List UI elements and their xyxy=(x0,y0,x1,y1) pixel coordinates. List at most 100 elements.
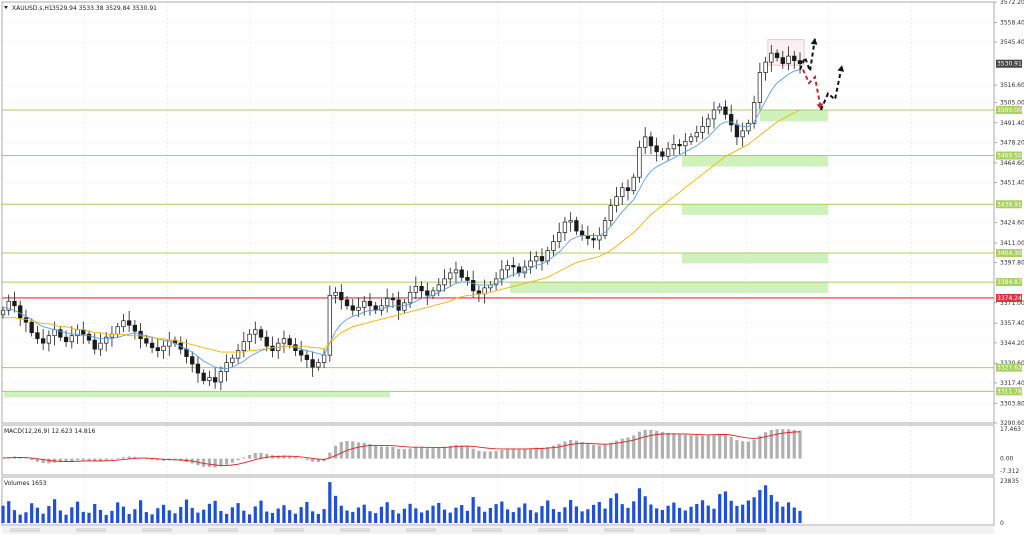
volume-bar xyxy=(75,501,80,523)
volume-bar xyxy=(511,512,515,523)
macd-histogram-bar xyxy=(368,444,372,459)
level-price-tag-bg xyxy=(996,105,1022,114)
volume-bar xyxy=(58,510,62,523)
volume-bar xyxy=(18,514,22,523)
macd-histogram-bar xyxy=(700,435,705,459)
macd-histogram-bar xyxy=(775,429,779,459)
macd-tick-label: 17.463 xyxy=(1000,426,1021,433)
macd-histogram-bar xyxy=(551,445,556,459)
macd-histogram-bar xyxy=(626,437,630,459)
candle-body xyxy=(534,256,539,262)
candle-body xyxy=(304,354,310,360)
volume-bar xyxy=(259,500,263,523)
candle-body xyxy=(126,320,132,326)
time-axis xyxy=(2,526,994,534)
candle-body xyxy=(453,269,459,274)
volume-bar xyxy=(672,502,676,523)
macd-histogram-bar xyxy=(723,434,728,459)
candle-body xyxy=(465,277,470,281)
macd-histogram-bar xyxy=(236,458,240,461)
volume-bar xyxy=(746,500,750,523)
candle-body xyxy=(734,124,740,138)
volume-bar xyxy=(500,501,504,523)
volume-bar xyxy=(752,497,756,523)
time-axis-label-placeholder xyxy=(406,528,436,532)
level-tags: 3500.00 3469.50 3436.91 3404.30 3384.87 3374.… xyxy=(996,59,1022,396)
macd-histogram-bar xyxy=(253,453,257,459)
volume-bar xyxy=(786,502,791,523)
macd-histogram-bar xyxy=(408,448,412,459)
macd-histogram-bar xyxy=(425,448,429,459)
macd-tick-label: 0.00 xyxy=(1000,456,1014,463)
macd-histogram-bar xyxy=(442,446,447,459)
price-tick-label: 3357.40 xyxy=(1000,320,1024,327)
chart-header: XAUUSD.s,H1 3529.94 3533.38 3529.84 3530… xyxy=(4,5,157,12)
candle-body xyxy=(52,329,57,337)
volume-bar xyxy=(305,502,309,523)
candle-body xyxy=(35,332,40,340)
macd-histogram-bar xyxy=(391,446,395,459)
candle-body xyxy=(247,333,252,343)
candle-body xyxy=(0,309,6,316)
candle-body xyxy=(276,342,281,351)
candle-body xyxy=(688,136,694,142)
candle-body xyxy=(711,109,717,120)
volume-bar xyxy=(184,499,189,523)
volume-bar xyxy=(391,509,395,523)
candle-body xyxy=(539,256,545,262)
fast-moving-average-line xyxy=(2,69,801,370)
volume-bar xyxy=(637,488,642,523)
time-axis-label-placeholder xyxy=(340,528,370,532)
macd-histogram-bar xyxy=(609,442,613,459)
volume-bar xyxy=(540,506,544,523)
candle-body xyxy=(723,106,728,115)
candle-body xyxy=(482,287,487,295)
collapse-icon[interactable] xyxy=(4,6,8,9)
candle-body xyxy=(436,284,441,292)
candle-body xyxy=(115,326,120,335)
volume-bar xyxy=(471,497,475,523)
time-axis-label-placeholder xyxy=(604,528,634,532)
volume-tick-label: 0 xyxy=(1000,520,1004,527)
volume-bar xyxy=(557,511,561,523)
candle-body xyxy=(281,338,287,344)
volume-bar xyxy=(219,511,223,523)
candle-body xyxy=(213,377,218,383)
forecast-arrows xyxy=(799,38,845,111)
macd-histogram-bar xyxy=(729,436,733,459)
support-zone xyxy=(682,253,828,264)
volume-bar xyxy=(213,500,217,523)
volume-bar xyxy=(700,500,705,523)
volume-bar xyxy=(586,509,590,523)
candle-body xyxy=(287,338,292,346)
volume-bar xyxy=(689,506,693,523)
macd-histogram-bar xyxy=(247,455,252,459)
candle-body xyxy=(425,290,430,296)
candle-body xyxy=(413,286,418,293)
macd-histogram-bar xyxy=(242,457,246,459)
volume-bar xyxy=(24,512,28,523)
volume-bar xyxy=(712,508,716,523)
macd-histogram-bar xyxy=(758,435,762,459)
volume-bar xyxy=(758,490,762,523)
volume-bar xyxy=(196,512,200,523)
candle-body xyxy=(230,357,235,363)
candle-body xyxy=(356,306,361,311)
candle-body xyxy=(92,339,97,350)
macd-histogram-bar xyxy=(104,458,108,461)
macd-histogram-bar xyxy=(110,458,114,460)
volume-bar xyxy=(270,512,275,523)
candle-body xyxy=(528,260,533,268)
macd-histogram-bar xyxy=(735,439,739,459)
candle-body xyxy=(551,241,556,251)
time-axis-label-placeholder xyxy=(10,528,40,532)
macd-histogram-bar xyxy=(219,458,223,467)
macd-histogram-bar xyxy=(655,430,659,459)
volume-bar xyxy=(569,499,573,523)
volume-bar xyxy=(591,504,596,523)
macd-histogram-bar xyxy=(351,441,355,459)
candle-body xyxy=(471,280,476,292)
candle-body xyxy=(614,196,619,206)
candle-body xyxy=(683,140,688,147)
volume-bar xyxy=(609,498,613,523)
